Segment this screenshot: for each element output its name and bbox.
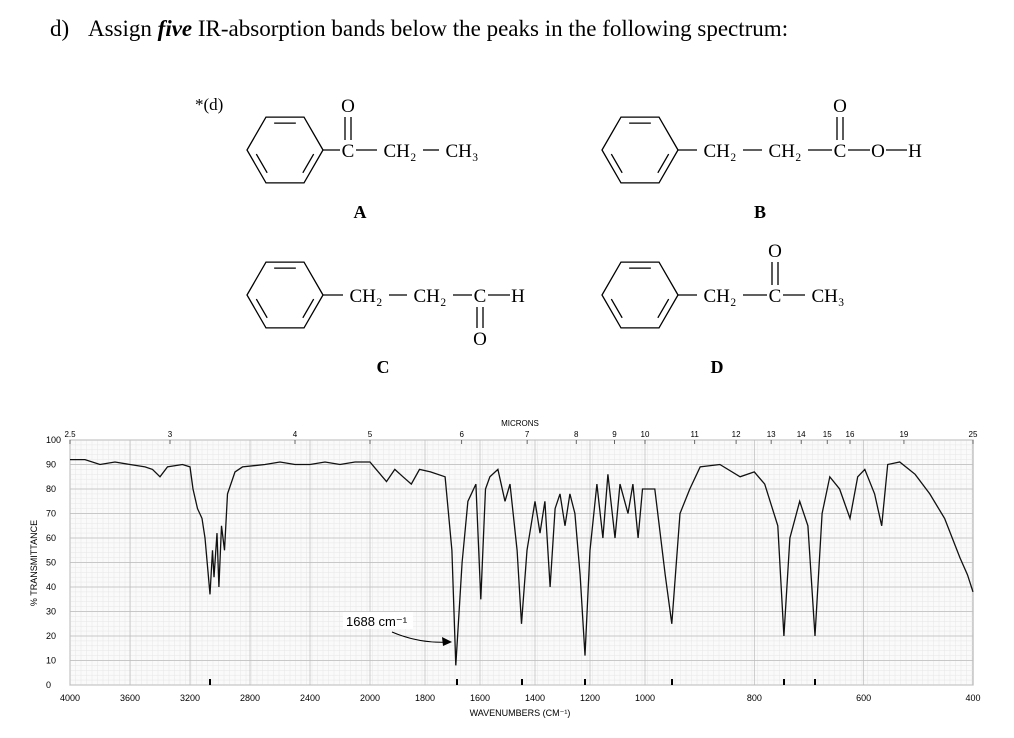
structure-label: B	[754, 202, 766, 222]
question-label: d)	[50, 16, 69, 41]
benzene-ring	[246, 261, 324, 329]
x2-tick-label: 12	[732, 430, 741, 439]
group: CH₂	[768, 141, 801, 162]
double-bond	[302, 153, 315, 174]
y-tick-label: 60	[46, 533, 56, 543]
group: C	[769, 286, 782, 307]
x2-tick-label: 7	[525, 430, 530, 439]
question-before: Assign	[88, 16, 152, 41]
arrow-head	[442, 637, 452, 646]
x-tick-label: 1400	[525, 693, 545, 703]
group: H	[511, 286, 525, 307]
structure-label: D	[711, 357, 724, 377]
group: CH₃	[811, 286, 844, 307]
x2-tick-label: 6	[459, 430, 464, 439]
y-axis-label: % TRANSMITTANCE	[29, 520, 39, 606]
x-axis-label: WAVENUMBERS (CM⁻¹)	[470, 708, 571, 718]
group: CH₂	[703, 141, 736, 162]
benzene-ring	[246, 116, 324, 184]
y-tick-label: 90	[46, 460, 56, 470]
x2-tick-label: 15	[823, 430, 832, 439]
x2-tick-label: 16	[846, 430, 855, 439]
y-tick-label: 70	[46, 509, 56, 519]
group: CH₂	[413, 286, 446, 307]
group: CH₂	[383, 141, 416, 162]
oxygen: O	[473, 329, 487, 350]
x2-tick-label: 10	[641, 430, 650, 439]
x2-tick-label: 4	[293, 430, 298, 439]
x2-tick-label: 19	[899, 430, 908, 439]
y-tick-label: 30	[46, 607, 56, 617]
double-bond	[657, 153, 670, 174]
group: O	[871, 141, 885, 162]
y-tick-label: 100	[46, 435, 61, 445]
y-tick-label: 20	[46, 631, 56, 641]
annotation: 1688 cm⁻¹	[346, 614, 408, 629]
x-tick-label: 3200	[180, 693, 200, 703]
oxygen: O	[833, 96, 847, 117]
question-text: Assign five IR-absorption bands below th…	[88, 16, 788, 41]
oxygen: O	[341, 96, 355, 117]
x2-tick-label: 2.5	[64, 430, 76, 439]
x2-axis-label: MICRONS	[501, 419, 539, 428]
x2-tick-label: 25	[969, 430, 978, 439]
group: C	[342, 141, 355, 162]
double-bond	[302, 298, 315, 319]
y-tick-label: 10	[46, 656, 56, 666]
x-tick-label: 4000	[60, 693, 80, 703]
x-tick-label: 800	[747, 693, 762, 703]
x2-tick-label: 3	[168, 430, 173, 439]
x-tick-label: 1200	[580, 693, 600, 703]
x2-tick-label: 9	[612, 430, 617, 439]
x2-tick-label: 5	[368, 430, 373, 439]
part-label: *(d)	[195, 95, 223, 114]
x-tick-label: 1800	[415, 693, 435, 703]
x2-tick-label: 11	[691, 430, 700, 439]
x2-tick-label: 8	[574, 430, 579, 439]
x-tick-label: 2000	[360, 693, 380, 703]
double-bond	[610, 153, 623, 174]
group: CH₂	[703, 286, 736, 307]
x-tick-label: 1600	[470, 693, 490, 703]
question-after: IR-absorption bands below the peaks in t…	[198, 16, 788, 41]
x-tick-label: 2400	[300, 693, 320, 703]
y-tick-label: 50	[46, 558, 56, 568]
double-bond	[255, 298, 268, 319]
group: C	[834, 141, 847, 162]
x2-tick-label: 13	[767, 430, 776, 439]
group: CH₂	[349, 286, 382, 307]
benzene-ring	[601, 261, 679, 329]
group: CH₃	[445, 141, 478, 162]
x-tick-label: 3600	[120, 693, 140, 703]
double-bond	[255, 153, 268, 174]
double-bond	[610, 298, 623, 319]
x-tick-label: 400	[965, 693, 980, 703]
double-bond	[657, 298, 670, 319]
y-tick-label: 0	[46, 680, 51, 690]
x-tick-label: 600	[856, 693, 871, 703]
x-tick-label: 2800	[240, 693, 260, 703]
spectrum-line	[70, 458, 974, 666]
x-tick-label: 1000	[635, 693, 655, 703]
benzene-ring	[601, 116, 679, 184]
oxygen: O	[768, 241, 782, 262]
y-tick-label: 40	[46, 582, 56, 592]
annotation-box	[343, 612, 413, 629]
group: C	[474, 286, 487, 307]
structure-label: A	[354, 202, 367, 222]
question-emphasis: five	[158, 16, 192, 41]
group: H	[908, 141, 922, 162]
y-tick-label: 80	[46, 484, 56, 494]
structure-label: C	[377, 357, 390, 377]
x2-tick-label: 14	[797, 430, 806, 439]
